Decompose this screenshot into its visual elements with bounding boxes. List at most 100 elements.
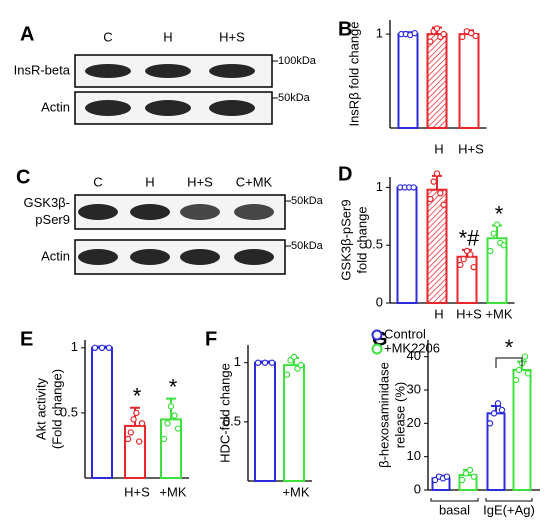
size-marker: 100kDa [278, 55, 317, 67]
y-tick-label: 10 [407, 448, 421, 463]
y-tick-label: 0 [376, 294, 383, 309]
data-point [133, 409, 140, 417]
data-point [135, 438, 143, 445]
data-point [437, 189, 444, 197]
data-point [470, 263, 477, 271]
y-axis-label: release (%) [392, 382, 407, 448]
y-tick-label: 20 [407, 415, 421, 430]
data-point [261, 359, 269, 366]
data-point [494, 400, 502, 407]
data-point [458, 476, 466, 484]
data-point [470, 473, 478, 480]
data-point [440, 201, 447, 208]
data-point [167, 403, 175, 410]
y-axis-label: InsRβ fold change [346, 21, 361, 126]
y-axis-label: (Fold change) [49, 369, 64, 449]
data-point [500, 242, 507, 249]
x-tick-label: basal [439, 502, 470, 517]
x-tick-label: +MK [282, 484, 309, 499]
data-point [174, 425, 182, 432]
data-point [124, 435, 132, 443]
x-tick-label: +MK [485, 306, 512, 321]
blot-band [130, 249, 170, 265]
y-tick-label: 1 [71, 339, 78, 354]
panel-label: D [338, 163, 352, 185]
group-bracket [430, 498, 479, 502]
data-point [521, 353, 529, 360]
data-point [433, 25, 441, 32]
bar [91, 346, 113, 479]
legend-label: Control [384, 326, 426, 341]
panel-label: F [205, 328, 217, 350]
data-point [472, 32, 479, 40]
data-point [91, 344, 99, 352]
data-point [431, 476, 439, 484]
blot-band [145, 100, 191, 116]
row-label: Actin [41, 248, 70, 263]
significance-bracket [495, 357, 523, 368]
legend-marker [371, 343, 383, 355]
data-point [283, 371, 291, 378]
row-label: Actin [41, 99, 70, 114]
data-point [427, 195, 434, 203]
x-tick-label: +MK [159, 484, 186, 499]
y-axis-label: GSK3β-pSer9 [338, 199, 353, 280]
data-point [490, 410, 498, 417]
data-point [468, 29, 475, 37]
y-tick-label: 0.5 [365, 237, 383, 252]
significance: *# [459, 226, 481, 251]
blot-band [78, 204, 118, 220]
blot-band [209, 100, 255, 116]
data-point [297, 361, 305, 369]
data-point [105, 344, 113, 352]
y-tick-label: 0.5 [223, 413, 241, 428]
data-point [524, 370, 532, 377]
data-point [138, 420, 146, 427]
bar [512, 369, 532, 491]
x-tick-label: IgE(+Ag) [483, 502, 535, 517]
x-tick-label: H [434, 306, 443, 321]
data-point [515, 366, 523, 374]
blot-band [180, 249, 220, 265]
y-tick-label: 1 [376, 26, 383, 41]
data-point [433, 170, 441, 177]
data-point [487, 247, 494, 255]
data-point [440, 30, 447, 38]
y-tick-label: 1 [234, 354, 241, 369]
size-marker: 50kDa [291, 195, 324, 207]
y-tick-label: 30 [407, 381, 421, 396]
data-point [486, 420, 494, 427]
data-point [467, 251, 474, 258]
blot-band [85, 100, 131, 116]
row-label: InsR-beta [14, 62, 71, 77]
data-point [460, 255, 467, 263]
bar [397, 33, 419, 129]
size-marker: 50kDa [291, 240, 324, 252]
significance: * [133, 384, 142, 409]
panel-label: B [338, 18, 352, 40]
significance: * [505, 335, 514, 360]
blot-band [180, 204, 220, 220]
x-tick-label: H+S [124, 484, 150, 499]
y-axis-label: Akt activity [33, 377, 48, 440]
data-point [171, 412, 178, 419]
data-point [290, 353, 298, 361]
significance: * [169, 374, 178, 399]
y-tick-label: 0.5 [60, 404, 78, 419]
data-point [254, 359, 262, 366]
row-label: GSK3β- [24, 195, 71, 210]
data-point [462, 470, 470, 477]
lane-label: H [145, 174, 154, 189]
blot-band [78, 249, 118, 265]
data-point [160, 435, 168, 443]
lane-label: C+MK [236, 174, 273, 189]
blot-band [130, 204, 170, 220]
y-axis-label: β-hexosaminidase [376, 362, 391, 468]
data-point [410, 184, 417, 191]
y-axis-label: HDC-fold change [217, 363, 232, 463]
size-marker: 50kDa [278, 92, 311, 104]
x-tick-label: H+S [456, 306, 482, 321]
data-point [490, 230, 497, 237]
lane-label: H+S [219, 29, 245, 44]
